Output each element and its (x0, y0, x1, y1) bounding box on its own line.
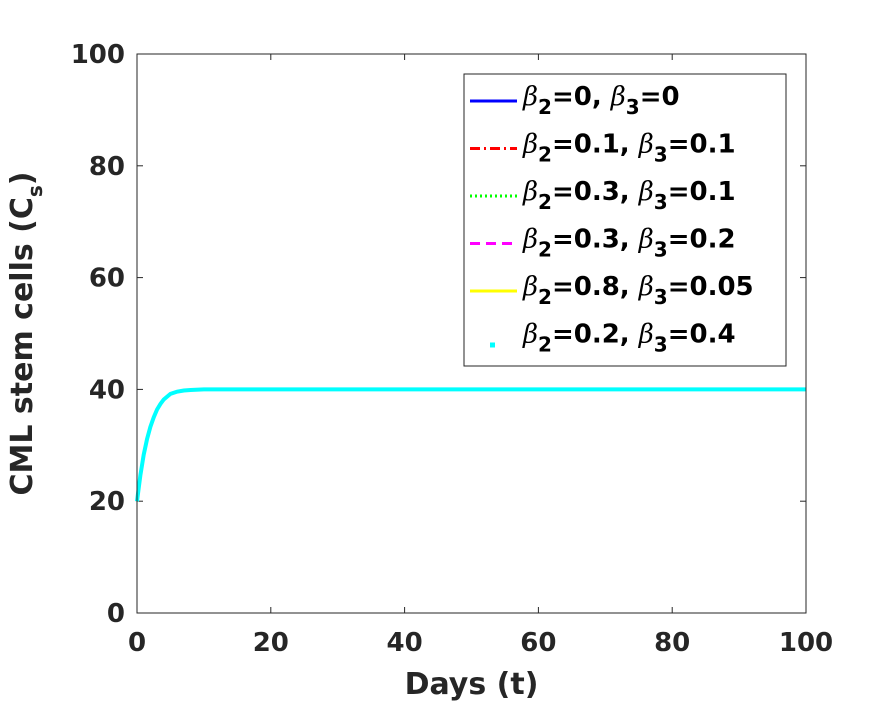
x-axis-label: Days (t) (405, 667, 539, 702)
x-axis-ticks: 0 20 40 60 80 100 (128, 54, 833, 658)
x-tick-label: 40 (387, 628, 423, 658)
y-tick-label: 100 (71, 40, 125, 70)
y-axis-ticks: 0 20 40 60 80 100 (71, 40, 806, 629)
x-tick-label: 80 (654, 628, 690, 658)
legend-entry: β2=0, β3=0 (470, 82, 680, 119)
legend-entry: β2=0.3, β3=0.1 (470, 177, 736, 214)
legend-label: β2=0.3, β3=0.1 (522, 177, 736, 214)
x-tick-label: 20 (253, 628, 289, 658)
legend-entry: β2=0.3, β3=0.2 (470, 225, 736, 262)
y-axis-label: CML stem cells (Cs) (5, 171, 47, 495)
series-line-4 (135, 387, 806, 502)
legend: β2=0, β3=0 β2=0.1, β3=0.1 β2=0.3, β3=0.1 β2… (463, 73, 787, 367)
y-tick-label: 60 (89, 264, 125, 294)
legend-swatch (490, 342, 495, 348)
x-tick-label: 100 (779, 628, 833, 658)
legend-label: β2=0.8, β3=0.05 (522, 272, 754, 309)
series-line-2 (135, 387, 806, 502)
x-tick-label: 60 (520, 628, 556, 658)
series-line-5 (135, 387, 806, 502)
y-tick-label: 40 (89, 375, 125, 405)
legend-box (463, 73, 787, 367)
series-line-6 (135, 387, 806, 502)
legend-entry: β2=0.2, β3=0.4 (490, 320, 736, 357)
y-axis-label-subscript: s (23, 185, 47, 197)
legend-label: β2=0.2, β3=0.4 (522, 320, 736, 357)
series-line-3 (135, 387, 806, 502)
plot-area-frame (136, 53, 807, 614)
legend-entry: β2=0.1, β3=0.1 (470, 130, 736, 167)
series-line-1 (135, 387, 806, 502)
legend-label: β2=0.3, β3=0.2 (522, 225, 736, 262)
y-axis-label-close: ) (5, 171, 40, 185)
y-axis-label-main: CML stem cells (C (5, 197, 40, 495)
y-tick-label: 0 (107, 599, 125, 629)
y-tick-label: 80 (89, 152, 125, 182)
legend-label: β2=0.1, β3=0.1 (522, 130, 736, 167)
x-tick-label: 0 (128, 628, 146, 658)
y-tick-label: 20 (89, 487, 125, 517)
legend-entry: β2=0.8, β3=0.05 (470, 272, 754, 309)
series-lines (135, 387, 806, 502)
legend-label: β2=0, β3=0 (522, 82, 680, 119)
